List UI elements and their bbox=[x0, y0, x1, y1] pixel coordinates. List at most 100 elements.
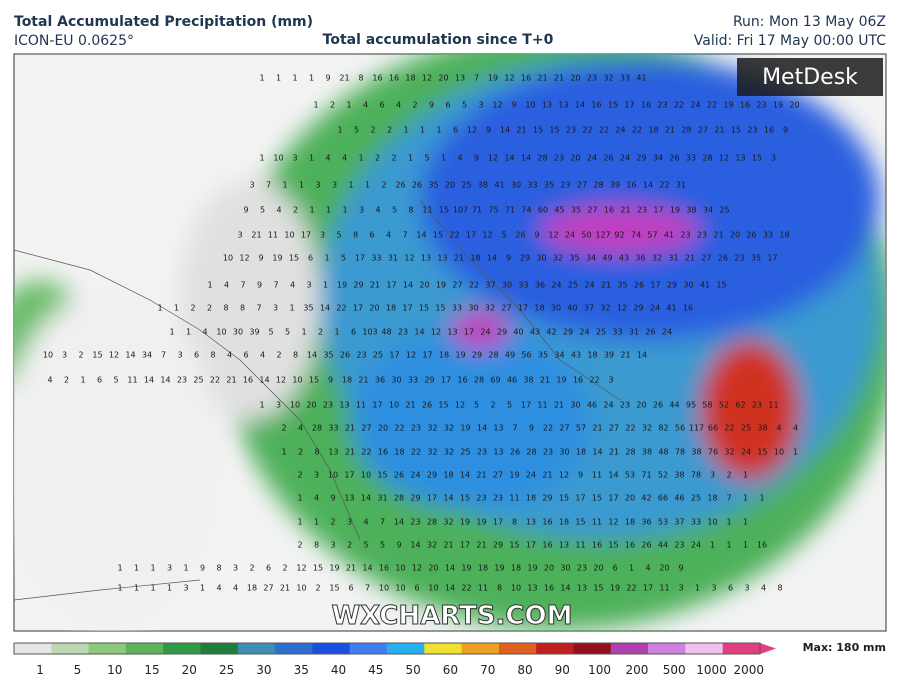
precip-label: 4 bbox=[325, 154, 330, 163]
precip-label: 12 bbox=[276, 376, 286, 385]
precip-label: 1 bbox=[297, 494, 302, 503]
precip-label: 16 bbox=[604, 206, 614, 215]
precip-label: 20 bbox=[730, 231, 740, 240]
precip-label: 15 bbox=[419, 304, 429, 313]
precip-label: 107 bbox=[453, 206, 468, 215]
precip-label: 32 bbox=[443, 518, 453, 527]
precip-label: 4 bbox=[227, 351, 232, 360]
precip-label: 24 bbox=[741, 448, 751, 457]
precip-label: 18 bbox=[386, 304, 396, 313]
precip-label: 38 bbox=[478, 181, 488, 190]
precip-label: 8 bbox=[240, 304, 245, 313]
precip-label: 4 bbox=[363, 101, 368, 110]
precip-label: 15 bbox=[289, 254, 299, 263]
precip-label: 26 bbox=[603, 154, 613, 163]
precip-label: 1 bbox=[299, 181, 304, 190]
precip-label: 2 bbox=[391, 154, 396, 163]
watermark: WXCHARTS.COM bbox=[331, 601, 572, 631]
precip-label: 28 bbox=[474, 376, 484, 385]
precip-label: 15 bbox=[593, 584, 603, 593]
precip-label: 8 bbox=[358, 74, 363, 83]
precip-label: 24 bbox=[650, 304, 660, 313]
precip-label: 13 bbox=[526, 518, 536, 527]
precip-label: 10 bbox=[511, 584, 521, 593]
precip-label: 10 bbox=[328, 471, 338, 480]
precip-label: 2 bbox=[375, 154, 380, 163]
precip-label: 25 bbox=[741, 424, 751, 433]
precip-label: 1 bbox=[80, 376, 85, 385]
precip-label: 26 bbox=[645, 328, 655, 337]
precip-label: 24 bbox=[551, 281, 561, 290]
precip-label: 5 bbox=[380, 541, 385, 550]
precip-label: 23 bbox=[493, 494, 503, 503]
precip-label: 14 bbox=[560, 584, 570, 593]
colorbar-bin bbox=[51, 643, 90, 654]
precip-label: 46 bbox=[587, 401, 597, 410]
precip-label: 18 bbox=[587, 351, 597, 360]
precip-label: 15 bbox=[433, 231, 443, 240]
colorbar-frame bbox=[13, 642, 761, 655]
precip-label: 2 bbox=[276, 351, 281, 360]
colorbar-bin bbox=[461, 643, 500, 654]
precip-label: 41 bbox=[494, 181, 504, 190]
precip-label: 32 bbox=[427, 541, 437, 550]
precip-label: 10 bbox=[774, 448, 784, 457]
precip-label: 28 bbox=[312, 424, 322, 433]
precip-label: 23 bbox=[560, 181, 570, 190]
precip-label: 12 bbox=[548, 231, 558, 240]
precip-label: 21 bbox=[609, 448, 619, 457]
precip-label: 32 bbox=[427, 448, 437, 457]
precip-label: 28 bbox=[526, 448, 536, 457]
precip-label: 2 bbox=[297, 471, 302, 480]
precip-label: 35 bbox=[428, 181, 438, 190]
precip-label: 17 bbox=[653, 206, 663, 215]
precip-label: 17 bbox=[624, 101, 634, 110]
precip-label: 92 bbox=[614, 231, 624, 240]
precip-label: 1 bbox=[183, 564, 188, 573]
precip-label: 15 bbox=[757, 448, 767, 457]
precip-label: 30 bbox=[391, 376, 401, 385]
precip-label: 15 bbox=[608, 101, 618, 110]
colorbar-bin bbox=[237, 643, 276, 654]
precip-label: 11 bbox=[592, 518, 602, 527]
precip-label: 15 bbox=[716, 281, 726, 290]
precip-label: 1 bbox=[346, 101, 351, 110]
precip-label: 42 bbox=[641, 494, 651, 503]
precip-label: 35 bbox=[303, 304, 313, 313]
precip-label: 18 bbox=[526, 494, 536, 503]
precip-label: 18 bbox=[405, 74, 415, 83]
precip-label: 13 bbox=[493, 448, 503, 457]
precip-label: 1 bbox=[301, 328, 306, 337]
precip-label: 20 bbox=[369, 304, 379, 313]
precip-label: 14 bbox=[410, 541, 420, 550]
precip-label: 21 bbox=[714, 126, 724, 135]
precip-label: 23 bbox=[410, 518, 420, 527]
precip-label: 5 bbox=[392, 206, 397, 215]
precip-label: 21 bbox=[713, 231, 723, 240]
precip-label: 33 bbox=[328, 424, 338, 433]
colorbar-label: 70 bbox=[480, 663, 495, 677]
precip-label: 18 bbox=[648, 126, 658, 135]
precip-label: 4 bbox=[645, 564, 650, 573]
precip-label: 19 bbox=[670, 206, 680, 215]
precip-label: 18 bbox=[470, 254, 480, 263]
precip-label: 27 bbox=[361, 424, 371, 433]
valid: Valid: Fri 17 May 00:00 UTC bbox=[694, 33, 886, 49]
precip-label: 16 bbox=[740, 101, 750, 110]
precip-label: 3 bbox=[711, 584, 716, 593]
precip-label: 26 bbox=[634, 281, 644, 290]
precip-label: 25 bbox=[596, 328, 606, 337]
precip-label: 13 bbox=[559, 541, 569, 550]
precip-label: 28 bbox=[593, 181, 603, 190]
precip-label: 34 bbox=[554, 351, 564, 360]
precip-label: 30 bbox=[468, 304, 478, 313]
precip-label: 10 bbox=[43, 351, 53, 360]
precip-label: 32 bbox=[652, 254, 662, 263]
precip-label: 2 bbox=[207, 304, 212, 313]
precip-label: 18 bbox=[342, 376, 352, 385]
precip-label: 1 bbox=[200, 584, 205, 593]
precip-label: 8 bbox=[223, 304, 228, 313]
precip-label: 27 bbox=[559, 424, 569, 433]
precip-label: 6 bbox=[369, 231, 374, 240]
